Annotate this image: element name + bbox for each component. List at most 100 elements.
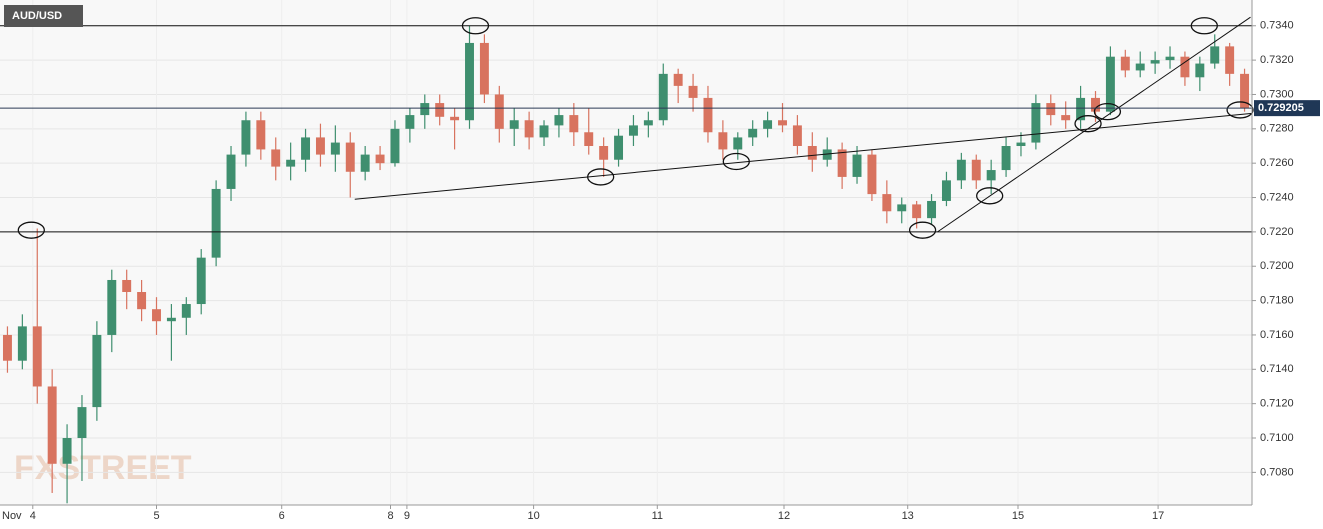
y-tick-label: 0.7200: [1260, 260, 1294, 272]
candle-body: [181, 304, 191, 318]
candle-body: [226, 154, 236, 189]
candle-body: [92, 334, 102, 408]
candle-body: [569, 115, 579, 133]
highlight-marker: [908, 221, 937, 239]
candle-body: [1105, 56, 1115, 112]
x-tick-label: 10: [527, 510, 539, 522]
title-box: [4, 5, 83, 27]
x-tick-label: 12: [778, 510, 790, 522]
candle-body: [420, 103, 430, 116]
candle-body: [852, 154, 862, 177]
y-tick-label: 0.7320: [1260, 54, 1294, 66]
y-tick-label: 0.7080: [1260, 466, 1294, 478]
candle-body: [241, 120, 251, 155]
candle-body: [628, 125, 638, 136]
candle-body: [196, 257, 206, 305]
highlight-marker: [1093, 102, 1122, 121]
candle-body: [1150, 60, 1160, 64]
candle-body: [792, 125, 802, 147]
candle-body: [1225, 46, 1235, 74]
candle-body: [897, 204, 907, 212]
candle-body: [2, 334, 12, 361]
y-tick-label: 0.7240: [1260, 191, 1294, 203]
candle-body: [807, 146, 817, 160]
candle-body: [345, 142, 355, 172]
candle-body: [1031, 103, 1041, 143]
candle-body: [166, 317, 176, 322]
candle-body: [435, 103, 445, 117]
candle-body: [1120, 56, 1130, 71]
candle-body: [137, 292, 147, 310]
candle-body: [315, 137, 325, 155]
candle-body: [509, 120, 519, 129]
candle-body: [748, 128, 758, 138]
y-tick-label: 0.7220: [1260, 226, 1294, 238]
candle-body: [32, 326, 42, 387]
highlight-marker: [587, 168, 615, 186]
candle-body: [62, 438, 72, 464]
candle-body: [703, 97, 713, 133]
x-tick-label: 6: [279, 510, 285, 522]
candle-body: [1016, 142, 1026, 147]
candle-body: [956, 159, 966, 181]
candle-body: [673, 73, 683, 86]
candle-body: [450, 116, 460, 121]
y-tick-label: 0.7280: [1260, 123, 1294, 135]
candle-body: [405, 115, 415, 129]
candle-body: [390, 128, 400, 164]
candle-body: [584, 132, 594, 147]
x-tick-label: 11: [652, 510, 663, 522]
candle-body: [882, 194, 892, 212]
candle-body: [47, 386, 57, 464]
candle-body: [643, 120, 653, 126]
candle-body: [986, 170, 996, 181]
x-tick-label: 13: [902, 510, 914, 522]
candle-body: [763, 120, 773, 129]
trendline: [354, 112, 1253, 200]
candle-body: [554, 115, 564, 126]
candle-body: [375, 154, 385, 164]
candle-body: [778, 120, 787, 126]
month-label: Nov: [2, 510, 22, 522]
highlight-marker: [722, 152, 750, 171]
x-tick-label: 17: [1152, 510, 1164, 522]
highlight-marker: [1074, 115, 1102, 133]
candle-body: [211, 188, 221, 258]
highlight-marker: [461, 17, 490, 35]
candle-body: [1240, 73, 1250, 109]
current-price-label: 0.729205: [1258, 102, 1304, 114]
candle-body: [941, 180, 951, 201]
candle-body: [1001, 146, 1011, 171]
candle-body: [107, 279, 117, 335]
highlight-marker: [1190, 17, 1218, 35]
candle-body: [1135, 63, 1145, 71]
candle-body: [479, 42, 489, 95]
x-tick-label: 9: [404, 510, 410, 522]
candle-body: [1180, 56, 1190, 78]
candle-body: [152, 309, 161, 322]
x-tick-label: 8: [387, 510, 393, 522]
candle-body: [1195, 63, 1205, 78]
candle-body: [688, 85, 698, 98]
candle-body: [494, 94, 504, 129]
y-tick-label: 0.7120: [1260, 398, 1294, 410]
candle-body: [122, 279, 132, 293]
plot-background: [0, 0, 1252, 505]
candle-body: [1091, 97, 1100, 112]
y-tick-label: 0.7140: [1260, 363, 1294, 375]
candle-body: [1165, 56, 1175, 61]
candle-body: [1061, 115, 1071, 121]
candle-body: [822, 149, 832, 160]
x-tick-label: 5: [153, 510, 159, 522]
y-tick-label: 0.7160: [1260, 329, 1294, 341]
candle-body: [301, 137, 311, 160]
y-tick-label: 0.7260: [1260, 157, 1294, 169]
candle-body: [271, 149, 281, 167]
x-tick-label: 4: [30, 510, 36, 522]
trendline: [937, 16, 1251, 233]
candle-body: [927, 200, 937, 219]
highlight-marker: [976, 187, 1004, 205]
chart-title: AUD/USD: [12, 10, 62, 22]
highlight-marker: [1226, 101, 1254, 119]
